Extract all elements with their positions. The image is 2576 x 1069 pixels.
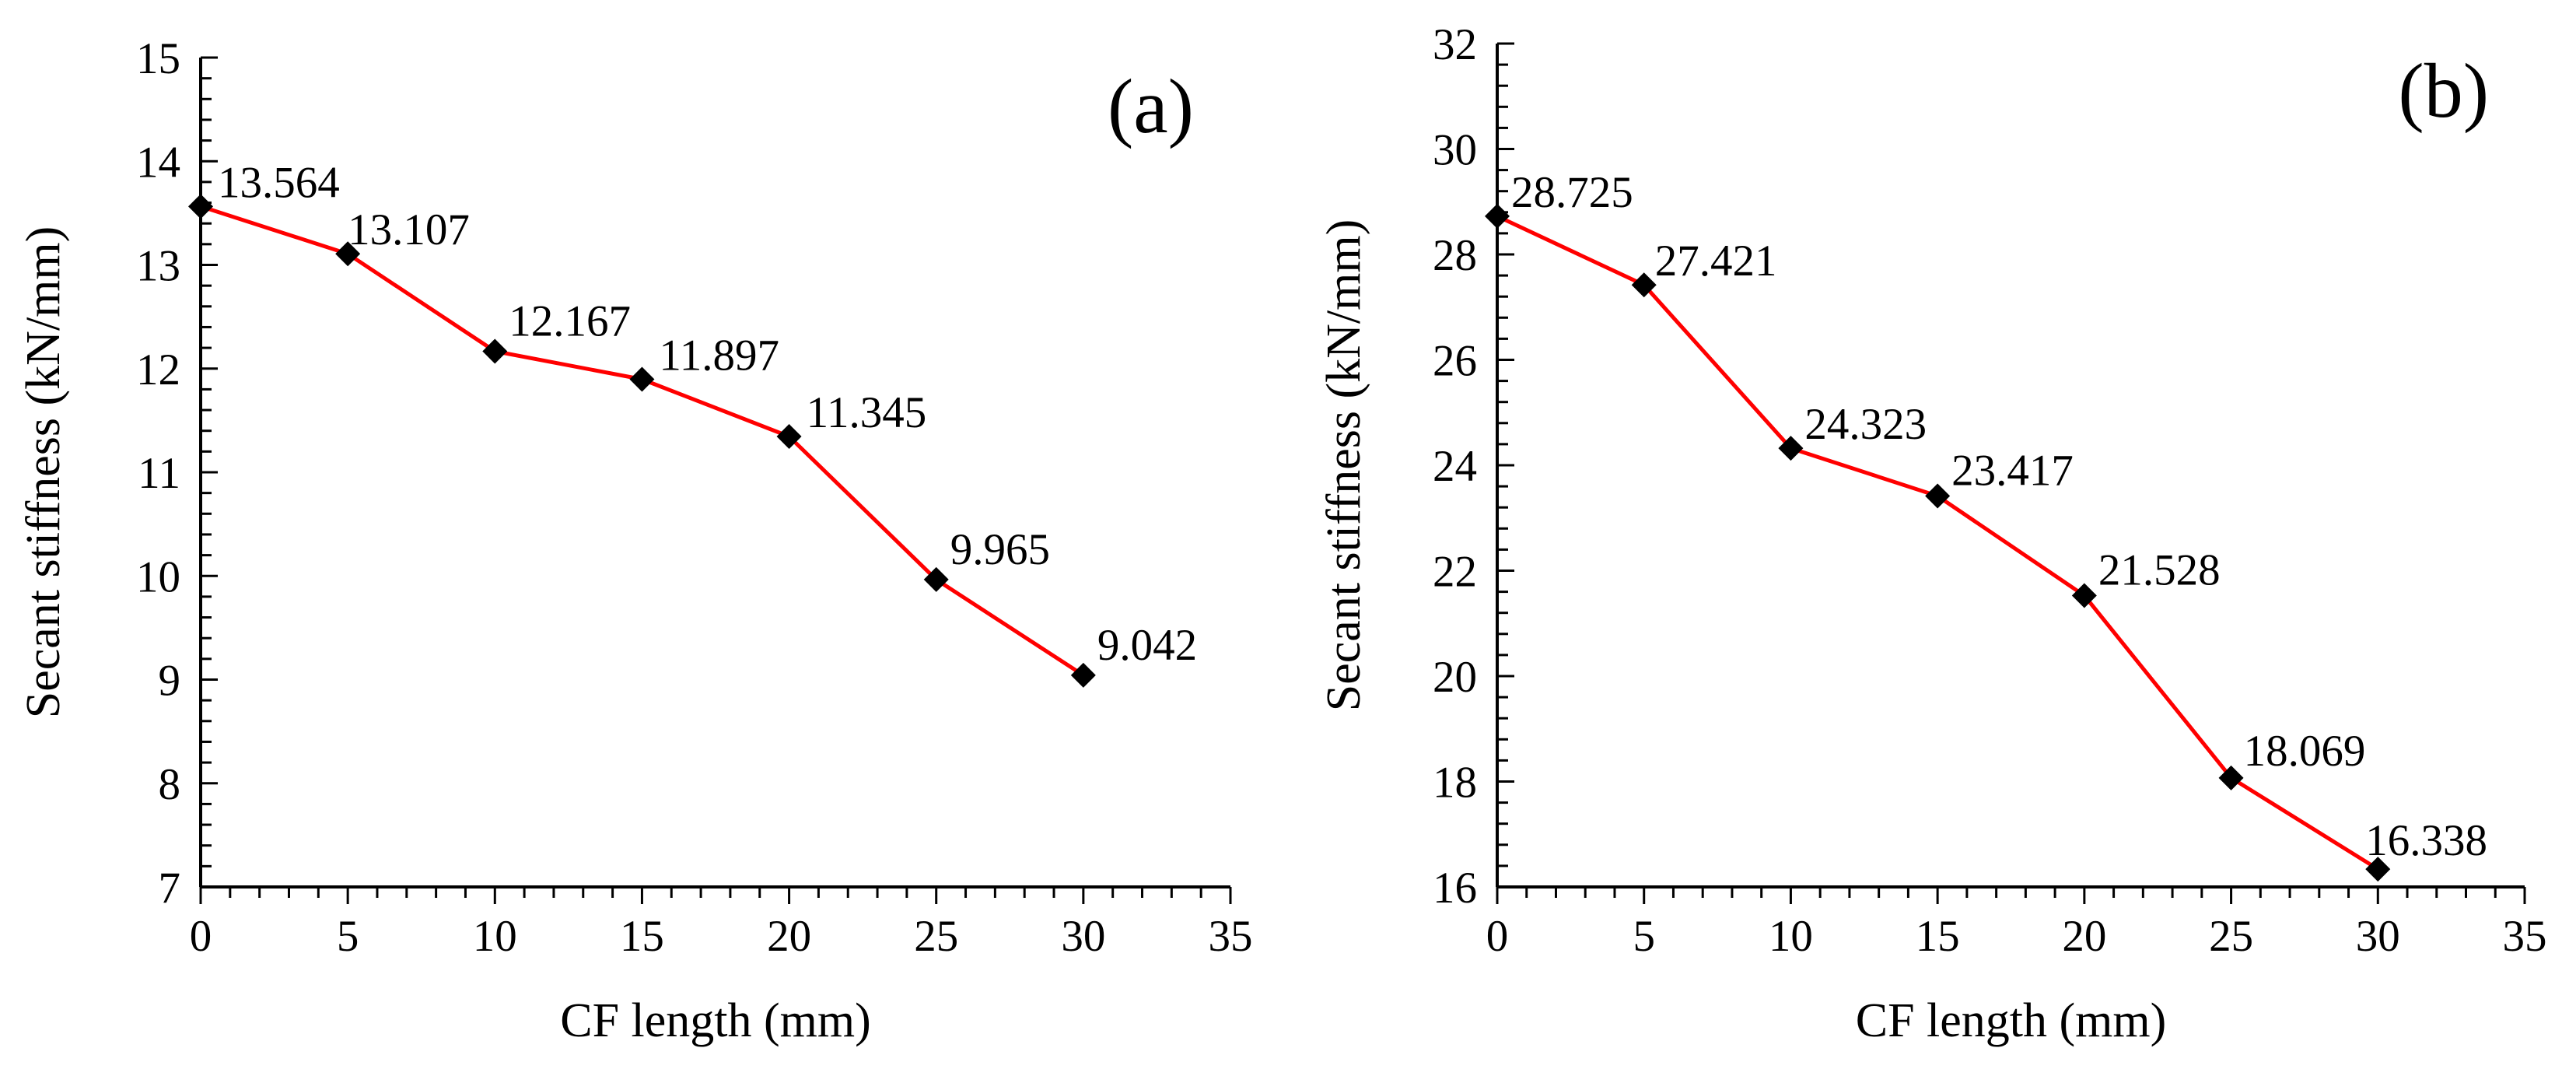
data-label: 24.323 [1804,400,1927,449]
data-label: 9.042 [1097,621,1197,670]
y-tick-label: 30 [1433,126,1477,175]
y-tick-label: 8 [159,760,181,809]
data-label: 11.345 [807,388,927,437]
y-tick-label: 22 [1433,548,1477,597]
data-label: 9.965 [950,525,1050,574]
y-tick-label: 12 [136,345,180,394]
x-tick-label: 15 [1916,912,1960,961]
y-tick-label: 16 [1433,864,1477,913]
y-axis-title: Secant stiffness (kN/mm) [17,226,70,719]
data-label: 18.069 [2244,727,2366,776]
x-tick-label: 25 [914,912,958,961]
y-tick-label: 13 [136,242,180,291]
data-label: 16.338 [2365,816,2487,865]
x-tick-label: 5 [337,912,359,961]
x-tick-label: 5 [1633,912,1655,961]
y-tick-label: 14 [136,138,180,187]
data-label: 27.421 [1655,237,1777,286]
y-tick-label: 11 [138,449,180,498]
data-label: 21.528 [2098,545,2221,594]
chart-panel-b: 0 5 10 15 20 25 30 35 16 18 20 22 24 26 28 30 32 CF lengt… [1318,20,2547,1047]
x-tick-label: 35 [1209,912,1253,961]
data-label: 13.107 [348,205,470,254]
x-tick-label: 20 [767,912,811,961]
data-point-marker [923,566,949,592]
x-tick-label: 25 [2209,912,2253,961]
data-point-marker [1778,436,1804,461]
x-axis-title: CF length (mm) [1856,994,2167,1047]
y-tick-label: 7 [159,864,181,913]
data-point-marker [1485,203,1510,229]
data-label: 12.167 [509,296,631,345]
data-point-marker [1631,272,1657,298]
data-label: 11.897 [659,331,779,380]
x-tick-label: 10 [473,912,517,961]
data-point-marker [1925,483,1951,509]
x-tick-label: 15 [620,912,664,961]
y-tick-label: 20 [1433,653,1477,702]
panel-label: (a) [1108,63,1194,149]
x-tick-label: 30 [2356,912,2400,961]
x-tick-label: 0 [190,912,212,961]
data-label: 23.417 [1951,446,2074,495]
chart-panel-a: 0 5 10 15 20 25 30 35 7 8 9 10 11 12 13 14 15 CF length (… [17,34,1253,1047]
y-tick-label: 28 [1433,231,1477,280]
y-tick-label: 32 [1433,20,1477,69]
y-tick-label: 26 [1433,337,1477,386]
data-point-marker [2071,583,2097,608]
data-point-marker [2365,857,2391,882]
y-tick-label: 15 [136,34,180,83]
y-axis-title: Secant stiffness (kN/mm) [1318,219,1370,712]
data-point-marker [335,241,361,267]
y-tick-label: 24 [1433,442,1477,491]
y-tick-label: 9 [159,657,181,706]
panel-label: (b) [2398,47,2489,134]
y-tick-label: 18 [1433,759,1477,808]
data-point-marker [188,194,213,219]
data-label: 13.564 [218,158,340,207]
x-tick-label: 10 [1769,912,1813,961]
data-point-marker [1070,662,1096,688]
series-line [200,204,1085,677]
data-point-marker [776,424,802,450]
data-point-marker [2218,765,2244,790]
data-label: 28.725 [1511,168,1633,217]
x-axis-title: CF length (mm) [560,994,871,1047]
data-point-marker [482,338,508,364]
x-tick-label: 35 [2503,912,2547,961]
x-tick-label: 30 [1061,912,1105,961]
x-tick-label: 20 [2062,912,2106,961]
x-tick-label: 0 [1486,912,1509,961]
y-tick-label: 10 [136,552,180,601]
data-point-marker [629,366,655,392]
